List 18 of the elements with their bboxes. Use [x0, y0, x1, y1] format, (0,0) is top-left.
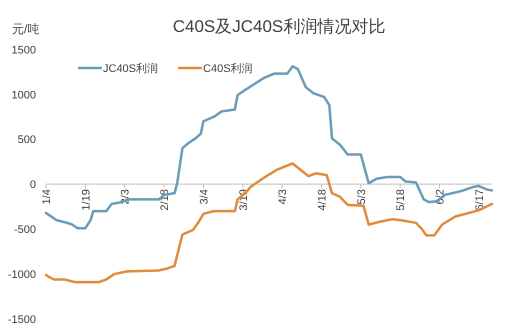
y-tick-label: -1500: [8, 314, 36, 326]
chart-title: C40S及JC40S利润情况对比: [172, 17, 386, 36]
x-tick-label: 3/4: [198, 189, 210, 204]
y-axis-title: 元/吨: [12, 22, 40, 36]
legend-label: JC40S利润: [103, 62, 158, 75]
x-tick-label: 4/18: [316, 189, 328, 211]
x-tick-label: 1/4: [41, 189, 53, 204]
x-tick-label: 4/3: [277, 189, 290, 204]
x-tick-label: 1/19: [80, 189, 92, 211]
x-tick-label: 5/18: [395, 189, 408, 211]
y-tick-label: -1000: [8, 269, 36, 282]
y-tick-label: 1000: [12, 89, 36, 102]
legend-label: C40S利润: [203, 62, 253, 75]
y-tick-label: -500: [14, 224, 36, 236]
y-tick-label: 1500: [12, 44, 36, 56]
y-tick-label: 0: [30, 179, 36, 192]
y-tick-label: 500: [18, 134, 36, 146]
x-tick-label: 5/3: [356, 189, 368, 204]
